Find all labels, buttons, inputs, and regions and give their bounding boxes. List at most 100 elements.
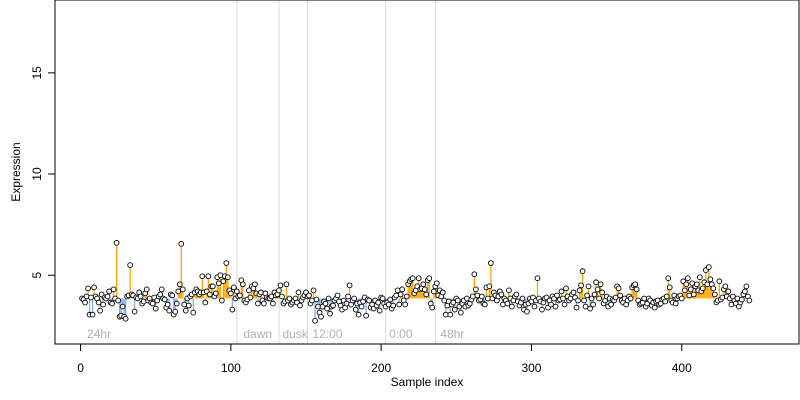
data-point — [548, 301, 554, 308]
x-tick-label: 400 — [672, 361, 692, 375]
data-point — [115, 297, 121, 304]
data-point — [322, 300, 329, 307]
data-point — [430, 288, 437, 295]
data-point — [109, 300, 115, 307]
data-point — [85, 285, 91, 292]
data-point — [100, 301, 106, 308]
data-point — [97, 307, 103, 314]
data-point — [399, 286, 406, 293]
data-point — [627, 295, 634, 302]
data-point — [469, 293, 476, 300]
data-point — [686, 292, 693, 299]
data-point — [318, 313, 324, 320]
data-point — [277, 282, 284, 289]
data-point — [420, 281, 427, 288]
data-point — [441, 297, 448, 304]
data-points — [79, 239, 753, 324]
data-point — [343, 300, 350, 307]
data-point — [279, 293, 285, 300]
data-point — [429, 304, 436, 311]
data-point — [152, 305, 159, 312]
data-point — [663, 293, 670, 300]
data-point — [585, 283, 592, 290]
data-point — [454, 297, 461, 304]
data-point — [261, 300, 267, 307]
data-point — [558, 288, 565, 295]
data-point — [402, 301, 409, 308]
data-point — [334, 292, 341, 299]
data-point — [593, 279, 599, 286]
data-point — [149, 300, 156, 307]
data-point — [223, 260, 230, 266]
data-point — [286, 295, 293, 302]
data-point — [306, 292, 312, 299]
data-point — [423, 291, 430, 298]
data-point — [258, 289, 264, 296]
data-point — [561, 301, 568, 308]
data-point — [283, 281, 290, 288]
data-point — [355, 311, 362, 318]
data-point — [534, 275, 541, 282]
data-point — [346, 282, 353, 289]
data-point — [131, 308, 138, 315]
data-point — [255, 300, 261, 307]
data-point — [482, 301, 488, 308]
data-point — [716, 278, 723, 285]
data-point — [582, 303, 589, 310]
data-point — [617, 292, 623, 299]
data-point — [552, 303, 559, 310]
data-point — [506, 287, 512, 294]
data-point — [463, 295, 470, 302]
data-point — [166, 307, 173, 314]
data-point — [175, 288, 182, 295]
data-point — [393, 292, 400, 299]
data-point — [309, 297, 315, 304]
data-point — [570, 289, 577, 296]
data-point — [217, 272, 224, 279]
data-point — [137, 293, 144, 300]
data-point — [584, 292, 590, 299]
data-point — [403, 293, 410, 300]
data-point — [252, 281, 258, 288]
data-point — [725, 288, 732, 295]
data-point — [224, 274, 231, 281]
data-point — [513, 291, 520, 298]
data-point — [699, 285, 706, 292]
data-point — [387, 296, 394, 303]
data-point — [397, 291, 404, 298]
data-point — [524, 308, 530, 315]
y-axis-label: Expression — [9, 142, 23, 201]
data-point — [158, 286, 165, 293]
data-point — [612, 294, 619, 301]
data-point — [576, 287, 583, 294]
x-axis: 0 100 200 300 400 — [77, 343, 692, 375]
data-point — [447, 311, 454, 318]
data-point — [742, 288, 748, 295]
data-point — [457, 309, 464, 316]
data-point — [409, 275, 416, 282]
data-point — [270, 300, 276, 307]
data-point — [678, 295, 685, 302]
data-point — [140, 298, 147, 305]
data-point — [324, 305, 330, 312]
data-point — [683, 281, 690, 288]
data-point — [690, 291, 697, 298]
data-point — [181, 301, 188, 308]
data-point — [91, 284, 97, 291]
data-point — [228, 290, 234, 297]
data-point — [415, 275, 422, 282]
data-point — [375, 299, 382, 306]
data-point — [599, 289, 605, 296]
data-point — [127, 262, 134, 268]
data-point — [313, 296, 320, 303]
data-point — [178, 240, 185, 247]
data-point — [173, 300, 180, 307]
data-point — [504, 300, 511, 307]
data-point — [212, 290, 219, 297]
data-point — [684, 275, 691, 282]
data-point — [696, 274, 703, 281]
data-point — [237, 292, 243, 299]
data-point — [240, 281, 246, 288]
data-point — [486, 283, 493, 290]
data-point — [122, 315, 129, 322]
